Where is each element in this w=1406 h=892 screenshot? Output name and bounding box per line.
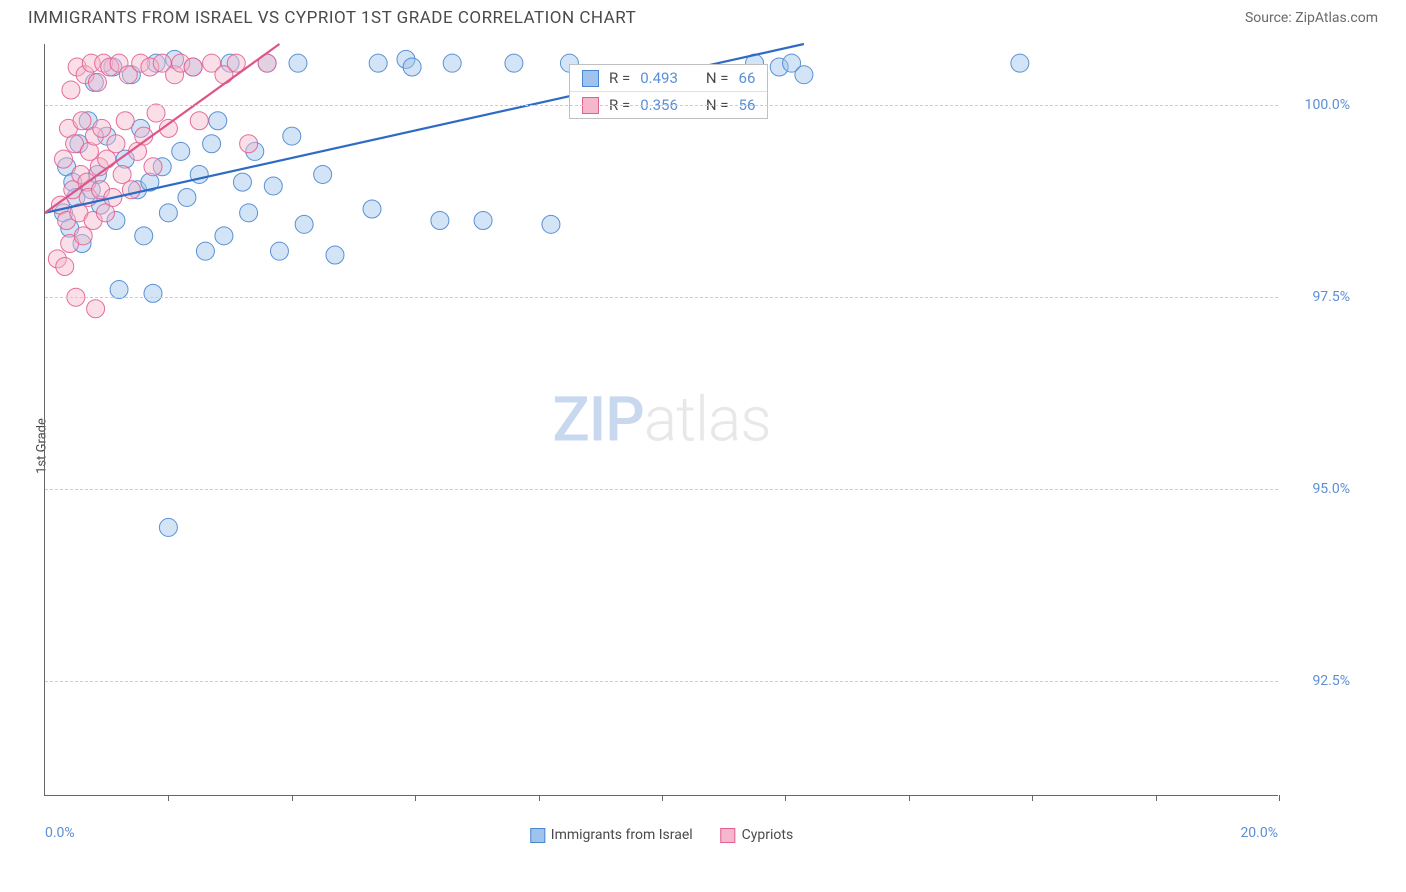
y-tick-label: 92.5% [1312, 673, 1350, 689]
data-point [159, 204, 177, 222]
data-point [107, 135, 125, 153]
data-point [240, 204, 258, 222]
x-tick [1032, 795, 1033, 801]
data-point [203, 135, 221, 153]
chart-title: IMMIGRANTS FROM ISRAEL VS CYPRIOT 1ST GR… [28, 8, 636, 28]
data-point [116, 112, 134, 130]
data-point [326, 246, 344, 264]
data-point [93, 119, 111, 137]
data-point [295, 215, 313, 233]
data-point [135, 227, 153, 245]
x-tick [785, 795, 786, 801]
data-point [431, 211, 449, 229]
gridline [45, 681, 1278, 682]
data-point [403, 58, 421, 76]
data-point [1011, 54, 1029, 72]
data-point [264, 177, 282, 195]
data-point [283, 127, 301, 145]
data-point [144, 158, 162, 176]
legend-item: Immigrants from Israel [530, 827, 693, 843]
legend-label: Immigrants from Israel [551, 827, 693, 843]
data-point [443, 54, 461, 72]
data-point [215, 227, 233, 245]
data-point [172, 142, 190, 160]
x-tick [539, 795, 540, 801]
y-tick-label: 100.0% [1305, 97, 1350, 113]
x-tick [909, 795, 910, 801]
data-point [73, 112, 91, 130]
data-point [233, 173, 251, 191]
scatter-svg [45, 44, 1278, 795]
data-point [56, 258, 74, 276]
x-tick [662, 795, 663, 801]
stats-legend-box: R =0.493N =66R =0.356N =56 [569, 64, 768, 119]
x-tick [415, 795, 416, 801]
stats-row: R = 0.493 N = 66 [570, 65, 767, 92]
r-value: 0.493 [640, 69, 678, 87]
x-tick [168, 795, 169, 801]
data-point [62, 81, 80, 99]
x-tick [1156, 795, 1157, 801]
data-point [369, 54, 387, 72]
data-point [144, 284, 162, 302]
legend-item: Cypriots [721, 827, 794, 843]
data-point [147, 104, 165, 122]
x-tick [1279, 795, 1280, 801]
legend-swatch-icon [582, 70, 599, 87]
gridline [45, 297, 1278, 298]
n-value: 66 [739, 69, 756, 87]
data-point [113, 165, 131, 183]
data-point [190, 112, 208, 130]
n-label: N = [706, 69, 729, 87]
data-point [110, 281, 128, 299]
data-point [159, 518, 177, 536]
data-point [270, 242, 288, 260]
legend-swatch-icon [721, 828, 736, 843]
y-tick-label: 95.0% [1312, 481, 1350, 497]
data-point [196, 242, 214, 260]
gridline [45, 489, 1278, 490]
data-point [505, 54, 523, 72]
data-point [795, 66, 813, 84]
data-point [98, 150, 116, 168]
legend-swatch-icon [530, 828, 545, 843]
x-tick-label: 0.0% [45, 825, 75, 841]
chart-plot-area: ZIPatlas R =0.493N =66R =0.356N =56 Immi… [44, 44, 1278, 796]
data-point [184, 58, 202, 76]
data-point [240, 135, 258, 153]
legend-label: Cypriots [742, 827, 794, 843]
data-point [87, 300, 105, 318]
data-point [209, 112, 227, 130]
r-label: R = [609, 69, 630, 87]
data-point [55, 150, 73, 168]
data-point [474, 211, 492, 229]
y-tick-label: 97.5% [1312, 289, 1350, 305]
x-tick-label: 20.0% [1240, 825, 1278, 841]
data-point [74, 227, 92, 245]
gridline [45, 105, 1278, 106]
data-point [314, 165, 332, 183]
data-point [178, 188, 196, 206]
data-point [542, 215, 560, 233]
data-point [363, 200, 381, 218]
data-point [289, 54, 307, 72]
legend-bottom: Immigrants from Israel Cypriots [530, 827, 793, 843]
source-label: Source: ZipAtlas.com [1245, 10, 1378, 26]
data-point [88, 73, 106, 91]
x-tick [292, 795, 293, 801]
